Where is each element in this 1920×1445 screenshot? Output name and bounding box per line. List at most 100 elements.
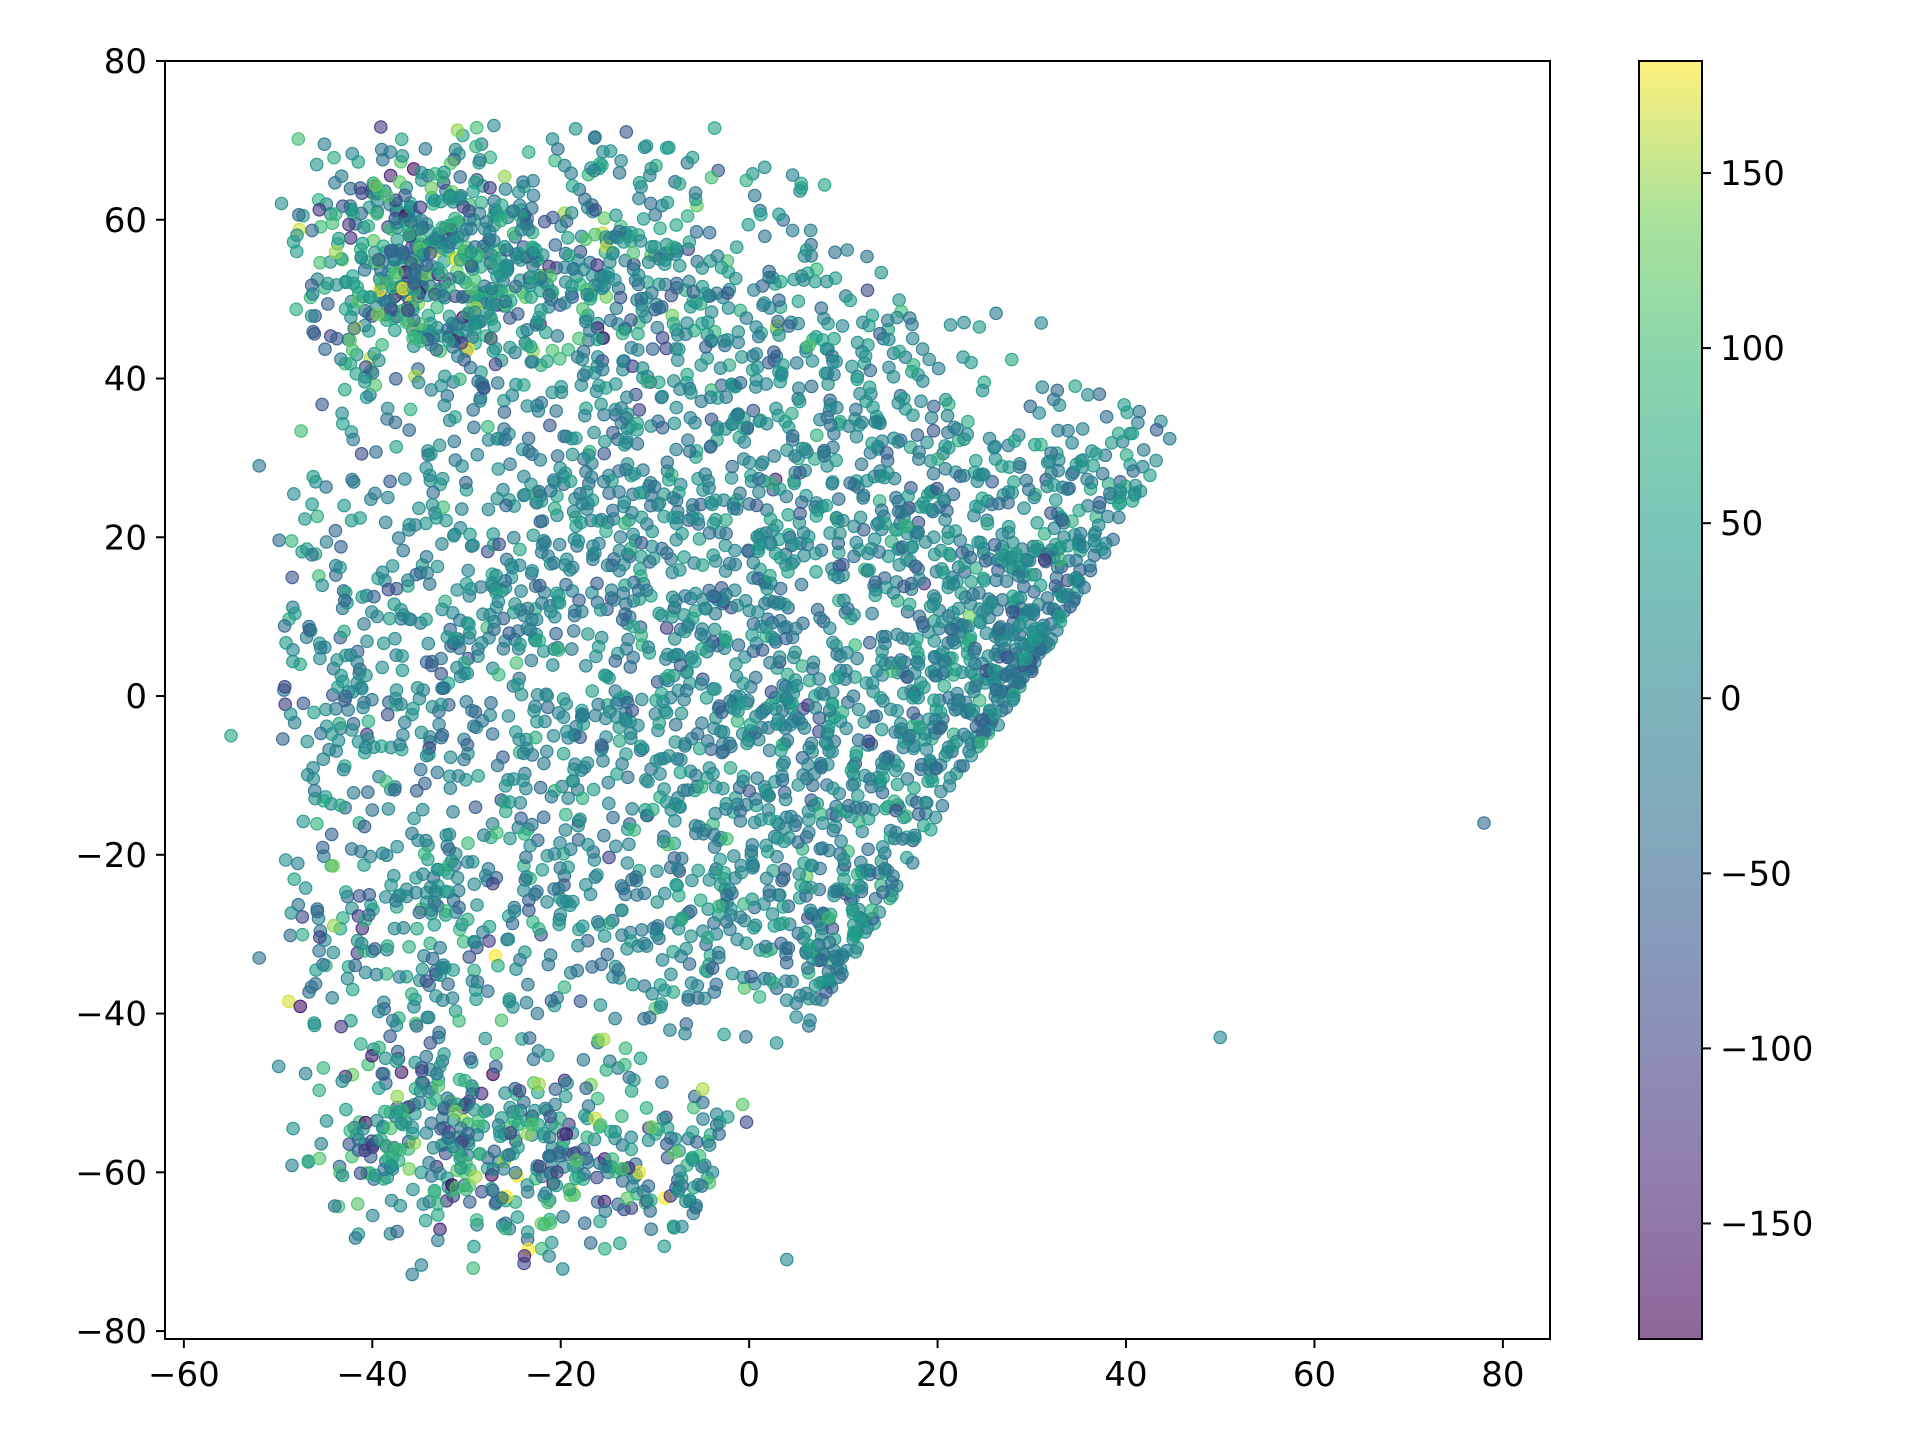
data-point [773,581,788,596]
data-point [671,1184,686,1198]
data-point [461,836,475,850]
data-point [847,549,861,564]
data-point [532,1077,546,1092]
data-point [1017,501,1031,515]
data-point [498,182,513,196]
data-point [464,259,479,273]
data-point [685,150,700,165]
data-point [677,550,691,564]
data-point [612,734,627,748]
data-point [918,500,933,515]
data-point [655,1075,669,1089]
data-point [425,497,440,512]
data-point [860,283,875,298]
data-point [1072,503,1086,518]
data-point [789,621,803,636]
data-point [865,676,880,690]
data-point [741,217,756,232]
data-point [533,780,548,795]
data-point [804,736,819,751]
data-point [779,1252,794,1267]
data-point [355,236,370,251]
data-point [305,497,319,511]
data-point [347,321,361,336]
data-point [274,196,289,211]
data-point [383,474,397,489]
data-point [485,297,500,312]
data-point [513,637,527,652]
data-point [661,668,676,683]
data-point [312,930,327,944]
data-point [318,342,332,356]
data-point [466,1261,480,1275]
data-point [568,1171,583,1186]
data-point [384,1159,399,1173]
data-point [480,984,495,998]
data-point [791,835,805,849]
data-point [596,1032,611,1047]
data-point [390,1105,404,1119]
data-point [291,208,306,222]
data-point [395,649,409,663]
data-point [683,1194,697,1208]
data-point [525,1118,539,1132]
data-point [672,258,687,273]
data-point [654,686,669,701]
data-point [695,558,710,572]
data-point [340,971,355,986]
data-point [375,1066,390,1081]
data-point [275,732,290,746]
data-point [881,332,896,347]
data-point [494,1013,509,1028]
data-point [594,512,609,527]
data-point [550,990,564,1005]
data-point [667,1145,682,1160]
data-point [524,290,538,304]
data-point [426,1141,441,1155]
data-point [1067,572,1081,587]
data-point [419,612,433,627]
data-point [581,1099,596,1113]
data-point [619,435,634,450]
data-point [552,537,567,552]
data-point [542,1130,557,1145]
data-point [809,564,823,579]
data-point [728,871,742,885]
data-point [356,700,370,715]
data-point [514,223,529,237]
data-point [572,593,586,607]
data-point [502,311,517,325]
data-point [429,342,444,357]
data-point [562,248,576,263]
x-tick-label: 20 [916,1355,959,1395]
data-point [626,619,641,634]
data-point [542,1149,556,1163]
data-point [739,173,754,188]
data-point [602,704,617,719]
data-point [817,448,831,463]
data-point [908,559,923,573]
y-tick-label: 40 [104,360,147,400]
data-point [450,660,464,675]
y-tick-label: −60 [75,1153,147,1193]
data-point [1103,486,1117,501]
data-point [734,858,748,873]
data-point [902,597,917,612]
data-point [762,743,777,758]
data-point [590,576,604,591]
data-point [329,744,343,758]
data-point [901,489,915,503]
data-point [803,903,818,918]
data-point [705,961,720,975]
data-point [468,800,483,814]
data-point [870,517,884,532]
data-point [787,554,801,568]
data-point [497,239,512,254]
data-point [762,264,776,279]
data-point [286,1121,300,1136]
data-point [675,1219,689,1234]
data-point [380,707,395,722]
data-point [561,342,576,357]
data-point [828,819,843,834]
